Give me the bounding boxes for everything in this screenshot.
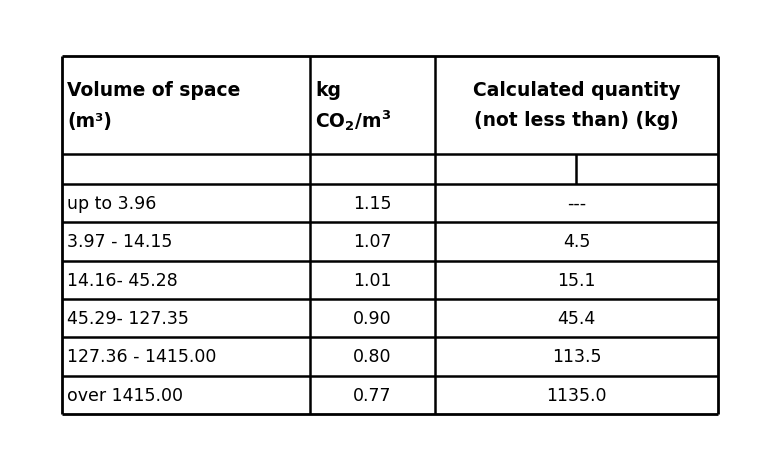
- Text: 0.80: 0.80: [353, 348, 392, 366]
- Text: Calculated quantity: Calculated quantity: [473, 81, 680, 100]
- Text: 113.5: 113.5: [552, 348, 601, 366]
- Text: 4.5: 4.5: [562, 233, 590, 251]
- Text: $\mathbf{CO_2/m^3}$: $\mathbf{CO_2/m^3}$: [315, 108, 391, 133]
- Text: 1135.0: 1135.0: [546, 386, 607, 404]
- Text: 3.97 - 14.15: 3.97 - 14.15: [67, 233, 172, 251]
- Text: 15.1: 15.1: [557, 271, 596, 289]
- Text: 1.15: 1.15: [353, 195, 392, 213]
- Text: up to 3.96: up to 3.96: [67, 195, 157, 213]
- Text: 45.29- 127.35: 45.29- 127.35: [67, 309, 189, 327]
- Text: ---: ---: [567, 195, 586, 213]
- Text: over 1415.00: over 1415.00: [67, 386, 183, 404]
- Text: 1.07: 1.07: [353, 233, 392, 251]
- Text: 14.16- 45.28: 14.16- 45.28: [67, 271, 178, 289]
- Text: 1.01: 1.01: [353, 271, 392, 289]
- Text: 127.36 - 1415.00: 127.36 - 1415.00: [67, 348, 217, 366]
- Text: (not less than) (kg): (not less than) (kg): [474, 111, 679, 130]
- Text: 45.4: 45.4: [558, 309, 596, 327]
- Text: (m³): (m³): [67, 111, 112, 130]
- Text: Volume of space: Volume of space: [67, 81, 241, 100]
- Text: 0.90: 0.90: [353, 309, 392, 327]
- Text: 0.77: 0.77: [353, 386, 392, 404]
- Text: kg: kg: [315, 81, 341, 100]
